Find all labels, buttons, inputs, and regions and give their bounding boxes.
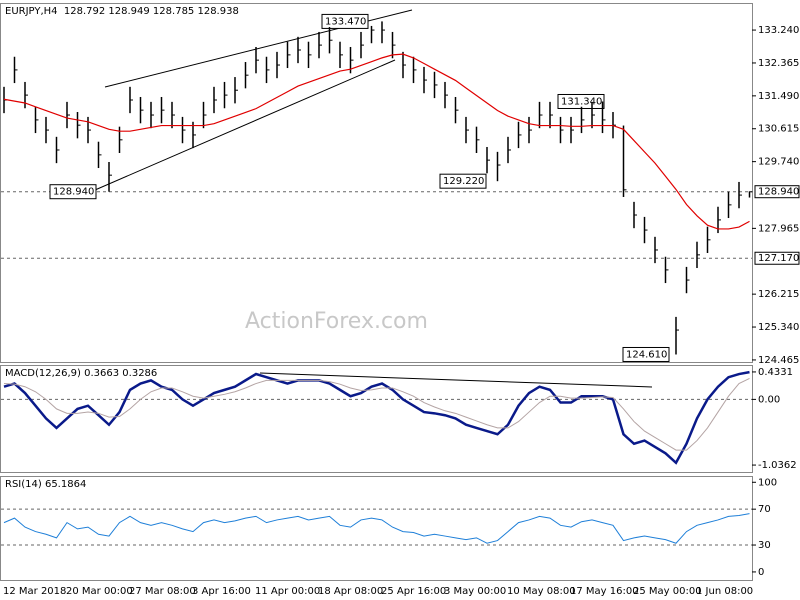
y-tick-label: 100 (758, 477, 777, 488)
level-box (754, 251, 800, 265)
macd-title: MACD(12,26,9) 0.3663 0.3286 (5, 368, 157, 379)
macd-pane (0, 365, 753, 473)
x-tick-label: 1 Jun 08:00 (696, 586, 753, 597)
y-tick-label: 127.965 (758, 223, 799, 234)
annotation-box (49, 184, 97, 200)
y-tick-label: 0.00 (758, 394, 780, 405)
y-tick-label: 0 (758, 567, 764, 578)
x-tick-label: 17 May 16:00 (570, 586, 639, 597)
annotation-label: 133.470 (325, 16, 366, 27)
x-tick-label: 27 Mar 08:00 (129, 586, 196, 597)
y-tick-label: 70 (758, 504, 771, 515)
y-tick-label: 132.365 (758, 58, 799, 69)
y-tick-label: -1.0362 (758, 460, 797, 471)
level-label: 127.170 (758, 253, 799, 264)
y-tick-label: 131.490 (758, 91, 799, 102)
y-tick-label: 129.740 (758, 157, 799, 168)
y-tick-label: 125.340 (758, 322, 799, 333)
annotation-label: 131.340 (561, 96, 602, 107)
x-tick-label: 12 Mar 2018 (3, 586, 66, 597)
y-tick-label: 130.615 (758, 124, 799, 135)
series-line (3, 513, 750, 544)
annotation-label: 124.610 (626, 349, 667, 360)
y-tick-label: 30 (758, 540, 771, 551)
series-line (3, 370, 750, 465)
annotation-box (622, 346, 670, 362)
annotation-label: 128.940 (53, 187, 94, 198)
price-pane (0, 3, 753, 363)
series-line (3, 378, 750, 451)
trend-line (94, 59, 396, 191)
y-tick-label: 133.240 (758, 25, 799, 36)
level-label: 128.940 (758, 187, 799, 198)
x-tick-label: 25 Apr 16:00 (381, 586, 446, 597)
x-tick-label: 10 May 08:00 (507, 586, 576, 597)
rsi-pane (0, 476, 753, 581)
annotation-box (439, 173, 487, 189)
level-box (754, 185, 800, 199)
x-tick-label: 25 May 00:00 (633, 586, 702, 597)
rsi-title: RSI(14) 65.1864 (5, 479, 86, 490)
trend-line (259, 372, 653, 388)
y-tick-label: 124.465 (758, 355, 799, 366)
x-tick-label: 18 Apr 08:00 (318, 586, 383, 597)
x-tick-label: 3 Apr 16:00 (192, 586, 251, 597)
watermark: ActionForex.com (245, 309, 428, 334)
x-tick-label: 11 Apr 00:00 (255, 586, 320, 597)
x-tick-label: 20 Mar 00:00 (66, 586, 133, 597)
moving-average (3, 53, 750, 230)
chart-title: EURJPY,H4 128.792 128.949 128.785 128.93… (5, 6, 239, 17)
annotation-box (321, 13, 369, 29)
y-tick-label: 126.215 (758, 289, 799, 300)
x-tick-label: 3 May 00:00 (444, 586, 506, 597)
y-tick-label: 0.4331 (758, 367, 793, 378)
annotation-label: 129.220 (443, 176, 484, 187)
